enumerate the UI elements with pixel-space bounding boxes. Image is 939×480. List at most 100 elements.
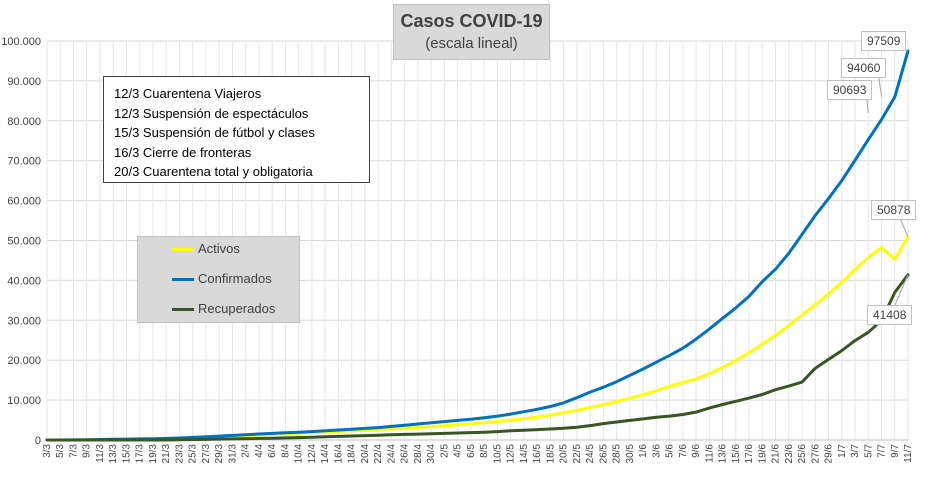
- x-tick-label: 5/7: [863, 444, 874, 458]
- callout-leader-line: [894, 274, 909, 306]
- note-item: 16/3 Cierre de fronteras: [114, 144, 252, 160]
- note-item: 15/3 Suspensión de fútbol y clases: [114, 125, 315, 140]
- x-tick-label: 5/6: [665, 444, 676, 458]
- x-tick-label: 3/7: [850, 444, 861, 458]
- x-tick-label: 9/3: [82, 444, 93, 458]
- x-tick-label: 9/6: [691, 444, 702, 458]
- x-tick-label: 7/3: [68, 444, 79, 458]
- y-tick-label: 20.000: [7, 355, 41, 367]
- x-tick-label: 20/5: [559, 444, 570, 464]
- x-tick-label: 1/7: [837, 444, 848, 458]
- x-tick-label: 17/6: [744, 444, 755, 464]
- x-tick-label: 3/6: [651, 444, 662, 458]
- x-tick-label: 7/6: [678, 444, 689, 458]
- data-label-confirmados-3: 90693: [827, 80, 873, 100]
- x-tick-label: 6/5: [466, 444, 477, 458]
- x-tick-label: 8/5: [479, 444, 490, 458]
- callout-leader-line: [899, 217, 909, 238]
- x-tick-label: 19/3: [148, 444, 159, 464]
- x-tick-label: 22/5: [572, 444, 583, 464]
- x-tick-label: 18/5: [545, 444, 556, 464]
- x-tick-label: 23/6: [784, 444, 795, 464]
- x-tick-label: 24/4: [386, 444, 397, 464]
- data-label-recuperados-last: 41408: [867, 305, 913, 325]
- legend-swatch: [172, 278, 194, 281]
- legend-swatch: [172, 248, 194, 251]
- x-tick-label: 11/7: [903, 444, 914, 463]
- x-tick-label: 14/5: [519, 444, 530, 464]
- x-tick-label: 22/4: [373, 444, 384, 464]
- series-line-confirmados: [45, 49, 910, 442]
- x-tick-label: 2/4: [241, 444, 252, 458]
- x-tick-label: 23/3: [174, 444, 185, 464]
- y-tick-label: 80.000: [7, 116, 41, 128]
- y-tick-label: 50.000: [7, 236, 41, 248]
- x-axis-ticks: 3/3 5/3 7/3 9/3 11/3 13/3 15/3 17/3 19/3 21/3 23/3…: [42, 444, 914, 464]
- x-tick-label: 7/7: [877, 444, 888, 458]
- x-tick-label: 10/5: [492, 444, 503, 464]
- y-tick-label: 10.000: [7, 395, 41, 407]
- legend-label: Confirmados: [198, 271, 272, 286]
- chart-title-box: Casos COVID-19 (escala lineal): [393, 4, 550, 60]
- chart-series: [45, 49, 910, 442]
- note-item: 12/3 Cuarentena Viajeros: [114, 86, 262, 101]
- x-tick-label: 17/3: [135, 444, 146, 464]
- y-axis-ticks: 0 10.000 20.000 30.000 40.000 50.000 60.000 70.…: [1, 36, 41, 447]
- chart-title: Casos COVID-19: [400, 11, 543, 31]
- y-tick-label: 30.000: [7, 315, 41, 327]
- y-tick-label: 40.000: [7, 275, 41, 287]
- x-tick-label: 4/4: [254, 444, 265, 458]
- x-tick-label: 24/5: [585, 444, 596, 464]
- x-tick-label: 21/6: [771, 444, 782, 464]
- x-tick-label: 30/4: [426, 444, 437, 464]
- x-tick-label: 3/3: [42, 444, 53, 458]
- x-tick-label: 19/6: [757, 444, 768, 464]
- x-tick-label: 4/5: [453, 444, 464, 458]
- data-label-confirmados-last: 97509: [861, 31, 907, 51]
- x-tick-label: 26/5: [598, 444, 609, 464]
- y-tick-label: 70.000: [7, 156, 41, 168]
- data-label-confirmados-2: 94060: [841, 58, 887, 78]
- x-tick-label: 14/4: [320, 444, 331, 464]
- x-tick-label: 31/3: [227, 444, 238, 464]
- x-tick-label: 13/6: [718, 444, 729, 464]
- x-tick-label: 13/3: [108, 444, 119, 464]
- x-tick-label: 9/7: [890, 444, 901, 458]
- chart-subtitle: (escala lineal): [425, 35, 518, 52]
- x-tick-label: 10/4: [294, 444, 305, 464]
- x-tick-label: 29/3: [214, 444, 225, 464]
- x-tick-label: 26/4: [400, 444, 411, 464]
- note-item: 12/3 Suspensión de espectáculos: [114, 105, 309, 121]
- x-tick-label: 28/4: [413, 444, 424, 464]
- x-tick-label: 11/6: [704, 444, 715, 463]
- x-tick-label: 5/3: [55, 444, 66, 458]
- x-tick-label: 16/4: [333, 444, 344, 464]
- legend-label: Activos: [198, 241, 240, 256]
- x-tick-label: 6/4: [267, 444, 278, 458]
- y-tick-label: 100.000: [1, 36, 41, 48]
- x-tick-label: 21/3: [161, 444, 172, 464]
- x-tick-label: 25/3: [188, 444, 199, 464]
- series-line-recuperados: [45, 273, 910, 442]
- x-tick-label: 27/6: [810, 444, 821, 464]
- x-tick-label: 12/4: [307, 444, 318, 464]
- x-tick-label: 16/5: [532, 444, 543, 464]
- legend-label: Recuperados: [198, 301, 276, 316]
- events-notes-box: 12/3 Cuarentena Viajeros 12/3 Suspensión…: [103, 76, 370, 183]
- y-tick-label: 90.000: [7, 76, 41, 88]
- x-tick-label: 25/6: [797, 444, 808, 464]
- x-tick-label: 20/4: [360, 444, 371, 464]
- x-tick-label: 30/5: [625, 444, 636, 464]
- x-tick-label: 2/5: [439, 444, 450, 458]
- x-tick-label: 15/6: [731, 444, 742, 464]
- y-tick-label: 0: [35, 435, 41, 447]
- legend: Activos Confirmados Recuperados: [137, 236, 300, 323]
- x-tick-label: 11/3: [95, 444, 106, 463]
- x-tick-label: 27/3: [201, 444, 212, 464]
- x-tick-label: 1/6: [638, 444, 649, 458]
- data-label-activos-last: 50878: [871, 200, 917, 220]
- x-tick-label: 18/4: [347, 444, 358, 464]
- x-tick-label: 15/3: [121, 444, 132, 464]
- x-tick-label: 12/5: [506, 444, 517, 464]
- x-tick-label: 28/5: [612, 444, 623, 464]
